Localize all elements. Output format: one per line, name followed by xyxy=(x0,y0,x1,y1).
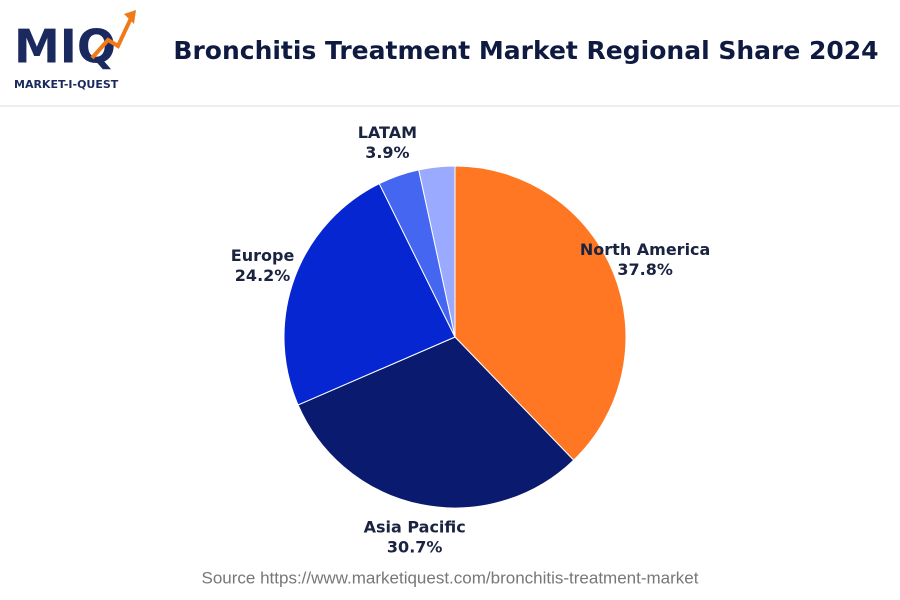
slice xyxy=(283,183,456,406)
slice-label: LATAM xyxy=(358,123,417,142)
value-label: 24.2% xyxy=(235,266,291,285)
logo-mark: MIQ xyxy=(14,20,116,74)
value-label: 30.7% xyxy=(387,537,443,556)
slice xyxy=(454,165,627,461)
logo: MIQ MARKET-I-QUEST xyxy=(14,10,136,91)
slice xyxy=(297,336,575,509)
chart-title: Bronchitis Treatment Market Regional Sha… xyxy=(173,36,878,65)
slice-label: North America xyxy=(580,240,710,259)
logo-name: MARKET-I-QUEST xyxy=(14,78,119,91)
slice xyxy=(418,165,456,338)
slice-label: Europe xyxy=(231,246,295,265)
slice-label: Asia Pacific xyxy=(364,517,466,536)
value-label: 3.9% xyxy=(365,143,409,162)
value-label: 37.8% xyxy=(617,260,673,279)
logo-arrow xyxy=(90,15,134,60)
logo-arrowhead xyxy=(124,10,136,24)
source: Source https://www.marketiquest.com/bron… xyxy=(202,568,699,587)
